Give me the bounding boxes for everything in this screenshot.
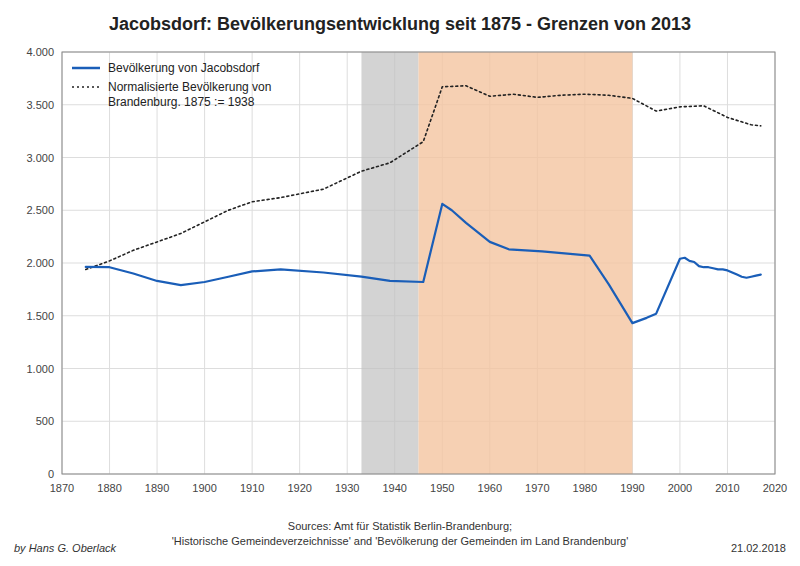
y-tick-label: 2.000: [26, 257, 54, 269]
annotation: Sources: Amt für Statistik Berlin-Brande…: [288, 520, 512, 532]
x-tick-label: 1930: [335, 482, 359, 494]
band: [419, 52, 633, 474]
annotation: 'Historische Gemeindeverzeichnisse' and …: [172, 535, 629, 547]
annotation: by Hans G. Oberlack: [14, 542, 117, 554]
legend-label-line: Normalisierte Bevölkerung von: [108, 80, 271, 94]
x-tick-label: 1880: [97, 482, 121, 494]
x-tick-label: 1990: [620, 482, 644, 494]
annotation: 21.02.2018: [731, 542, 786, 554]
y-tick-label: 1.500: [26, 310, 54, 322]
x-tick-label: 1910: [240, 482, 264, 494]
x-tick-label: 1950: [430, 482, 454, 494]
x-tick-label: 1970: [525, 482, 549, 494]
plot-background: [62, 52, 775, 474]
x-tick-label: 2000: [668, 482, 692, 494]
x-tick-label: 1940: [382, 482, 406, 494]
legend-label-line: Bevölkerung von Jacobsdorf: [108, 61, 260, 75]
axes: 1870 1880 1890 1900 1910 1920 1930 1940 1950 1960…: [26, 46, 787, 494]
y-tick-label: 3.500: [26, 99, 54, 111]
y-tick-label: 0: [48, 468, 54, 480]
plot-frame: [62, 52, 775, 474]
x-tick-label: 2010: [715, 482, 739, 494]
x-tick-label: 1890: [145, 482, 169, 494]
plot-area: [86, 52, 761, 474]
series-line: [86, 204, 761, 323]
legend-swatch: [72, 86, 100, 88]
x-tick-label: 1980: [573, 482, 597, 494]
x-tick-label: 2020: [763, 482, 787, 494]
y-tick-label: 2.500: [26, 204, 54, 216]
legend-label: Normalisierte Bevölkerung vonBrandenburg…: [108, 80, 271, 109]
band: [361, 52, 418, 474]
grid: [62, 52, 775, 474]
x-tick-label: 1920: [287, 482, 311, 494]
legend: Bevölkerung von Jacobsdorf Normalisierte …: [72, 61, 271, 109]
x-tick-label: 1960: [478, 482, 502, 494]
y-tick-label: 3.000: [26, 152, 54, 164]
y-tick-label: 500: [36, 415, 54, 427]
chart: Jacobsdorf: Bevölkerungsentwicklung seit…: [0, 0, 800, 566]
title: Jacobsdorf: Bevölkerungsentwicklung seit…: [109, 14, 691, 34]
footer: by Hans G. Oberlack Sources: Amt für Stat…: [14, 520, 786, 554]
legend-label: Bevölkerung von Jacobsdorf: [108, 61, 260, 75]
y-tick-label: 1.000: [26, 363, 54, 375]
legend-label-line: Brandenburg. 1875 := 1938: [108, 95, 255, 109]
y-tick-label: 4.000: [26, 46, 54, 58]
x-tick-label: 1870: [50, 482, 74, 494]
series-line: [86, 86, 761, 270]
x-tick-label: 1900: [192, 482, 216, 494]
legend-swatch: [72, 67, 100, 70]
